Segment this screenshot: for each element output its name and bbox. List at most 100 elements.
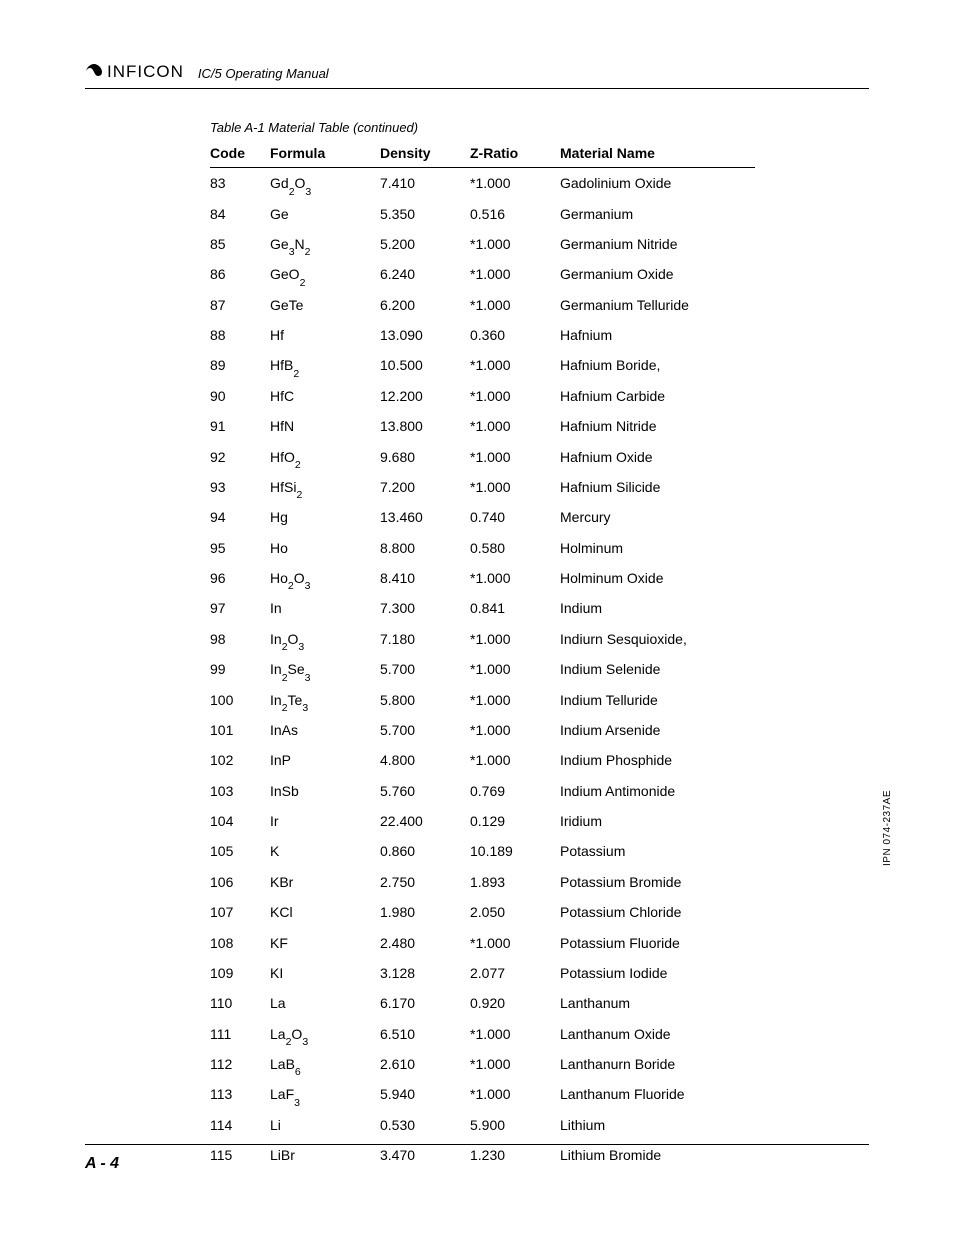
cell-code: 85 bbox=[210, 229, 270, 259]
cell-code: 113 bbox=[210, 1079, 270, 1109]
table-row: 104Ir22.4000.129Iridium bbox=[210, 806, 755, 836]
table-row: 106KBr2.7501.893Potassium Bromide bbox=[210, 867, 755, 897]
cell-formula: HfN bbox=[270, 411, 380, 441]
brand-logo: INFICON bbox=[85, 62, 184, 82]
cell-density: 7.300 bbox=[380, 593, 470, 623]
cell-density: 13.460 bbox=[380, 502, 470, 532]
table-row: 98In2O37.180*1.000Indiurn Sesquioxide, bbox=[210, 624, 755, 654]
cell-density: 5.200 bbox=[380, 229, 470, 259]
cell-formula: Ge bbox=[270, 198, 380, 228]
table-body: 83Gd2O37.410*1.000Gadolinium Oxide84Ge5.… bbox=[210, 168, 755, 1171]
cell-material-name: Holminum Oxide bbox=[560, 563, 755, 593]
table-caption: Table A-1 Material Table (continued) bbox=[210, 120, 755, 135]
content-area: Table A-1 Material Table (continued) Cod… bbox=[210, 120, 755, 1170]
cell-code: 98 bbox=[210, 624, 270, 654]
cell-zratio: *1.000 bbox=[470, 715, 560, 745]
cell-formula: KI bbox=[270, 958, 380, 988]
cell-material-name: Lanthanum Fluoride bbox=[560, 1079, 755, 1109]
cell-density: 13.090 bbox=[380, 320, 470, 350]
cell-code: 84 bbox=[210, 198, 270, 228]
cell-formula: KBr bbox=[270, 867, 380, 897]
cell-density: 7.180 bbox=[380, 624, 470, 654]
header-rule bbox=[85, 88, 869, 89]
cell-density: 6.200 bbox=[380, 290, 470, 320]
cell-zratio: *1.000 bbox=[470, 381, 560, 411]
cell-density: 0.860 bbox=[380, 836, 470, 866]
cell-formula: In2Se3 bbox=[270, 654, 380, 684]
document-title: IC/5 Operating Manual bbox=[198, 66, 329, 82]
cell-density: 7.410 bbox=[380, 168, 470, 199]
page-number: A - 4 bbox=[85, 1155, 119, 1173]
table-row: 110La6.1700.920Lanthanum bbox=[210, 988, 755, 1018]
cell-density: 6.170 bbox=[380, 988, 470, 1018]
cell-material-name: Potassium Chloride bbox=[560, 897, 755, 927]
cell-formula: In2Te3 bbox=[270, 684, 380, 714]
footer-rule bbox=[85, 1144, 869, 1145]
cell-material-name: Hafnium Boride, bbox=[560, 350, 755, 380]
cell-zratio: 2.077 bbox=[470, 958, 560, 988]
cell-formula: In bbox=[270, 593, 380, 623]
cell-zratio: *1.000 bbox=[470, 229, 560, 259]
table-row: 87GeTe6.200*1.000Germanium Telluride bbox=[210, 290, 755, 320]
cell-formula: LaF3 bbox=[270, 1079, 380, 1109]
ipn-side-label: IPN 074-237AE bbox=[882, 790, 893, 866]
cell-formula: Hg bbox=[270, 502, 380, 532]
cell-density: 6.510 bbox=[380, 1019, 470, 1049]
table-row: 91HfN13.800*1.000Hafnium Nitride bbox=[210, 411, 755, 441]
cell-material-name: Indium Arsenide bbox=[560, 715, 755, 745]
cell-material-name: Lanthanurn Boride bbox=[560, 1049, 755, 1079]
cell-zratio: 10.189 bbox=[470, 836, 560, 866]
table-row: 95Ho8.8000.580Holminum bbox=[210, 533, 755, 563]
cell-material-name: Hafnium bbox=[560, 320, 755, 350]
cell-material-name: Potassium bbox=[560, 836, 755, 866]
cell-code: 103 bbox=[210, 776, 270, 806]
cell-zratio: *1.000 bbox=[470, 411, 560, 441]
table-header-row: Code Formula Density Z-Ratio Material Na… bbox=[210, 139, 755, 168]
cell-density: 8.800 bbox=[380, 533, 470, 563]
cell-code: 111 bbox=[210, 1019, 270, 1049]
cell-zratio: *1.000 bbox=[470, 1019, 560, 1049]
cell-code: 112 bbox=[210, 1049, 270, 1079]
cell-material-name: Indium Phosphide bbox=[560, 745, 755, 775]
table-row: 94Hg13.4600.740Mercury bbox=[210, 502, 755, 532]
page: INFICON IC/5 Operating Manual Table A-1 … bbox=[0, 0, 954, 1235]
cell-material-name: Hafnium Nitride bbox=[560, 411, 755, 441]
cell-material-name: Indium Selenide bbox=[560, 654, 755, 684]
table-row: 103InSb5.7600.769Indium Antimonide bbox=[210, 776, 755, 806]
cell-density: 5.800 bbox=[380, 684, 470, 714]
cell-formula: K bbox=[270, 836, 380, 866]
table-row: 102InP4.800*1.000Indium Phosphide bbox=[210, 745, 755, 775]
col-header-formula: Formula bbox=[270, 139, 380, 168]
table-row: 85Ge3N25.200*1.000Germanium Nitride bbox=[210, 229, 755, 259]
table-row: 107KCl1.9802.050Potassium Chloride bbox=[210, 897, 755, 927]
table-row: 111La2O36.510*1.000Lanthanum Oxide bbox=[210, 1019, 755, 1049]
cell-code: 94 bbox=[210, 502, 270, 532]
cell-density: 2.610 bbox=[380, 1049, 470, 1079]
cell-code: 90 bbox=[210, 381, 270, 411]
material-table: Code Formula Density Z-Ratio Material Na… bbox=[210, 139, 755, 1170]
cell-zratio: *1.000 bbox=[470, 927, 560, 957]
table-row: 114Li0.5305.900Lithium bbox=[210, 1110, 755, 1140]
cell-code: 89 bbox=[210, 350, 270, 380]
cell-zratio: 0.769 bbox=[470, 776, 560, 806]
cell-formula: Ge3N2 bbox=[270, 229, 380, 259]
cell-material-name: Germanium Telluride bbox=[560, 290, 755, 320]
cell-formula: Ho bbox=[270, 533, 380, 563]
cell-formula: InP bbox=[270, 745, 380, 775]
cell-code: 104 bbox=[210, 806, 270, 836]
cell-zratio: *1.000 bbox=[470, 1049, 560, 1079]
cell-density: 5.760 bbox=[380, 776, 470, 806]
cell-zratio: 5.900 bbox=[470, 1110, 560, 1140]
cell-formula: HfB2 bbox=[270, 350, 380, 380]
cell-formula: La bbox=[270, 988, 380, 1018]
cell-zratio: 0.580 bbox=[470, 533, 560, 563]
cell-material-name: Germanium bbox=[560, 198, 755, 228]
cell-zratio: 0.841 bbox=[470, 593, 560, 623]
cell-code: 109 bbox=[210, 958, 270, 988]
col-header-zratio: Z-Ratio bbox=[470, 139, 560, 168]
cell-zratio: *1.000 bbox=[470, 563, 560, 593]
cell-material-name: Lithium bbox=[560, 1110, 755, 1140]
cell-formula: GeO2 bbox=[270, 259, 380, 289]
table-row: 93HfSi27.200*1.000Hafnium Silicide bbox=[210, 472, 755, 502]
cell-formula: InAs bbox=[270, 715, 380, 745]
